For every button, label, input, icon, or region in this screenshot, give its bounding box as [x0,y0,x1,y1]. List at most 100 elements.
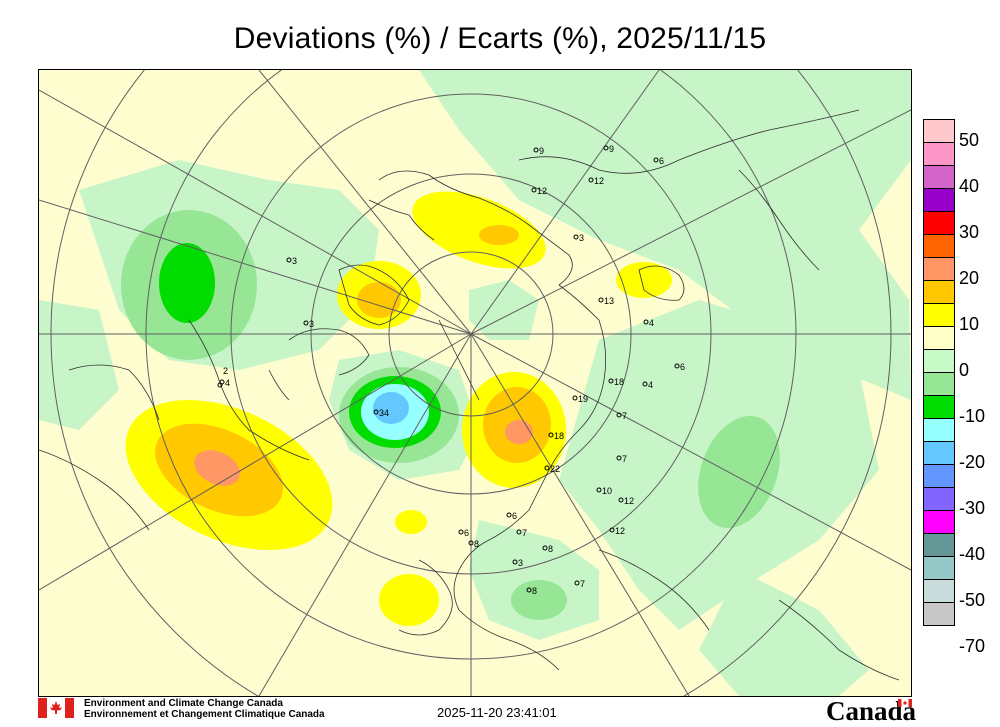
legend-swatch [923,372,955,395]
legend-swatch [923,119,955,142]
wordmark-flag-icon [898,699,912,707]
legend-swatch [923,579,955,602]
legend-swatch [923,418,955,441]
station-value: 6 [512,511,517,521]
blue-region [373,392,409,424]
legend-label: -30 [959,498,986,518]
station-value: 7 [580,579,585,589]
station-marker: 9 [533,146,544,156]
station-value: 12 [615,526,625,536]
legend-swatch [923,234,955,257]
station-marker: 3 [573,233,584,243]
station-marker: 8 [526,586,537,596]
station-marker: 2 [217,366,228,388]
station-marker: 18 [548,431,564,441]
map-title: Deviations (%) / Ecarts (%), 2025/11/15 [233,22,767,55]
legend-swatch [923,326,955,349]
station-value: 7 [522,528,527,538]
legend-swatch [923,211,955,234]
station-value: 6 [680,362,685,372]
legend-swatch [923,602,955,626]
station-value: 8 [474,539,479,549]
station-value: 12 [594,176,604,186]
legend-label: 40 [959,176,980,196]
legend-swatch [923,142,955,165]
station-marker: 10 [596,486,612,496]
station-marker: 34 [373,408,389,418]
station-marker: 3 [286,256,297,266]
station-value: 4 [649,318,654,328]
agency-name-fr: Environnement et Changement Climatique C… [84,709,325,720]
coastlines [39,109,900,681]
station-marker: 6 [653,156,664,166]
station-marker: 7 [574,579,585,589]
station-value: 4 [225,378,230,388]
legend-label: 50 [959,130,980,150]
legend-swatch [923,303,955,326]
station-value: 6 [464,528,469,538]
legend-label: -40 [959,544,986,564]
station-marker: 7 [516,528,527,538]
station-value: 34 [379,408,389,418]
station-marker: 22 [544,464,560,474]
legend-label: -10 [959,406,986,426]
legend-swatch [923,487,955,510]
legend-swatch [923,280,955,303]
agency-name-en: Environment and Climate Change Canada [84,698,283,709]
station-value: 3 [309,319,314,329]
station-marker: 12 [531,186,547,196]
legend-swatch [923,395,955,418]
station-value: 22 [550,464,560,474]
station-marker: 18 [608,377,624,387]
station-marker: 12 [618,496,634,506]
legend-swatch [923,165,955,188]
agency-name: Environment and Climate Change Canada En… [84,698,325,720]
station-marker: 7 [616,454,627,464]
legend-swatch [923,441,955,464]
station-value: 19 [578,394,588,404]
legend-swatch [923,464,955,487]
station-marker: 7 [616,411,627,421]
legend-label: 30 [959,222,980,242]
station-marker: 3 [512,558,523,568]
station-value: 13 [604,296,614,306]
legend-swatch [923,556,955,579]
station-value: 8 [532,586,537,596]
station-value: 18 [554,431,564,441]
legend-label: 0 [959,360,970,380]
station-marker: 3 [303,319,314,329]
station-value: 9 [539,146,544,156]
station-marker: 6 [674,362,685,372]
color-legend [923,119,955,626]
station-value: 9 [609,144,614,154]
polar-map-svg: 9 9 6 12 12 3 3 3 13 4 6 18 4 4 19 7 34 … [39,70,911,696]
station-value: 6 [659,156,664,166]
station-value: 7 [622,411,627,421]
station-value: 8 [548,544,553,554]
station-marker: 19 [572,394,588,404]
station-value: 3 [579,233,584,243]
station-marker: 6 [458,528,469,538]
station-value: 18 [614,377,624,387]
legend-swatch [923,188,955,211]
legend-swatch [923,510,955,533]
station-value: 7 [622,454,627,464]
ozone-deviation-map: 9 9 6 12 12 3 3 3 13 4 6 18 4 4 19 7 34 … [38,69,912,697]
legend-label: -50 [959,590,986,610]
station-marker: 4 [642,380,653,390]
station-marker: 12 [609,526,625,536]
station-value: 12 [537,186,547,196]
station-marker: 13 [598,296,614,306]
generation-timestamp: 2025-11-20 23:41:01 [437,705,557,720]
station-value: 4 [648,380,653,390]
station-marker: 8 [468,539,479,549]
station-marker: 12 [588,176,604,186]
legend-label: -20 [959,452,986,472]
legend-swatch [923,349,955,372]
station-value: 2 [223,366,228,376]
station-value: 3 [292,256,297,266]
station-value: 12 [624,496,634,506]
legend-label: -70 [959,636,986,656]
station-marker: 4 [643,318,654,328]
station-marker: 8 [542,544,553,554]
